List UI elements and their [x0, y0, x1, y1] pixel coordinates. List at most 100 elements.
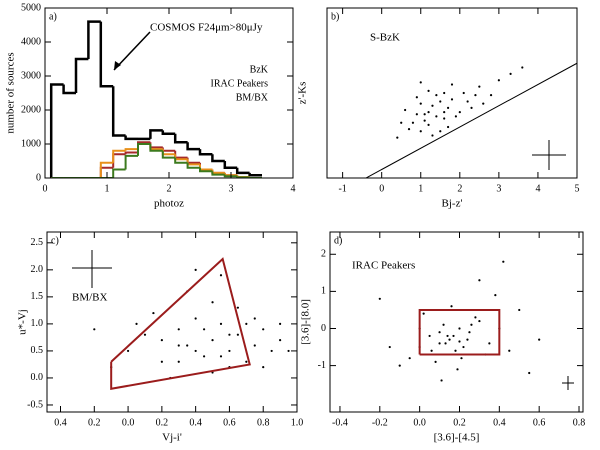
- scatter-point: [443, 91, 446, 95]
- histogram-bin: [112, 153, 126, 168]
- scatter-point: [177, 344, 180, 347]
- scatter-point: [245, 322, 248, 325]
- scatter-point: [489, 94, 493, 97]
- histogram-bin: [199, 167, 213, 173]
- scatter-point: [177, 360, 180, 363]
- panel-label: b): [331, 11, 339, 22]
- histogram-bin: [49, 83, 64, 178]
- y-axis-label: z'-Ks: [297, 82, 309, 105]
- scatter-point: [434, 360, 437, 363]
- scatter-point: [152, 311, 155, 315]
- y-tick-label: 1000: [21, 138, 41, 149]
- histogram-bin: [198, 149, 213, 156]
- scatter-point: [404, 108, 407, 112]
- histogram-bin: [161, 147, 176, 152]
- histogram-bin: [149, 142, 163, 149]
- scatter-point: [228, 333, 231, 336]
- x-tick-label: 4: [535, 183, 540, 194]
- scatter-point: [430, 349, 433, 352]
- plot-area: [93, 257, 290, 390]
- scatter-point: [478, 85, 481, 88]
- x-tick-label: 1: [105, 183, 110, 194]
- x-tick-label: 5: [575, 183, 580, 194]
- x-tick-label: 0.4: [493, 417, 506, 428]
- y-tick-label: 2.5: [31, 237, 44, 248]
- scatter-point: [279, 322, 282, 325]
- scatter-point: [270, 349, 273, 353]
- scatter-point: [438, 342, 441, 345]
- x-tick-label: 0.0: [122, 417, 135, 428]
- y-tick-label: -0.5: [27, 399, 43, 410]
- selection-region: [110, 257, 251, 390]
- panel-label: a): [49, 11, 57, 22]
- y-tick-label: 2.0: [31, 264, 44, 275]
- x-tick-label: -0.4: [332, 417, 348, 428]
- histogram-bin: [186, 157, 200, 164]
- x-axis-label: Vj-i': [162, 432, 182, 444]
- histogram-bin: [87, 20, 101, 59]
- scatter-point: [211, 301, 214, 304]
- scatter-point: [194, 317, 197, 320]
- scatter-point: [411, 121, 415, 124]
- scatter-point: [279, 339, 282, 342]
- scatter-point: [435, 115, 438, 118]
- x-tick-label: 4: [291, 183, 296, 194]
- x-tick-label: 1: [418, 183, 423, 194]
- y-tick-label: 5000: [21, 2, 41, 13]
- scatter-point: [262, 366, 265, 369]
- x-tick-label: 0.8: [573, 417, 586, 428]
- scatter-point: [448, 338, 451, 341]
- scatter-point: [262, 328, 265, 331]
- panel-label: c): [51, 235, 59, 246]
- x-tick-label: 0.4: [54, 417, 67, 428]
- scatter-point: [194, 349, 197, 353]
- scatter-point: [419, 102, 422, 105]
- scatter-point: [474, 94, 477, 97]
- histogram-bin: [124, 148, 138, 151]
- scatter-point: [502, 260, 505, 263]
- histogram-bin: [111, 86, 126, 137]
- legend-entry: BzK: [250, 64, 269, 75]
- histogram-bin: [174, 157, 188, 164]
- histogram-bin: [99, 21, 114, 88]
- scatter-point: [470, 323, 473, 326]
- scatter-point: [450, 83, 454, 86]
- histogram-bin: [62, 84, 76, 95]
- scatter-point: [462, 91, 465, 95]
- selection-region: [418, 308, 501, 356]
- scatter-point: [415, 96, 418, 99]
- scatter-point: [236, 333, 239, 336]
- scatter-point: [538, 338, 541, 341]
- panel-label: d): [334, 235, 342, 246]
- x-axis-label: Bj-z': [442, 198, 463, 210]
- y-axis-label: u*-Vj: [17, 309, 29, 335]
- histogram-bin: [199, 164, 213, 171]
- histogram-bin: [124, 135, 138, 141]
- x-tick-label: 0.2: [88, 417, 101, 428]
- histogram-bin: [149, 144, 163, 152]
- scatter-point: [431, 134, 434, 137]
- histogram-bin: [235, 167, 250, 175]
- scatter-point: [398, 364, 401, 367]
- scatter-point: [93, 328, 96, 331]
- x-tick-label: 0: [379, 183, 384, 194]
- arrow-head: [114, 61, 121, 70]
- scatter-point: [438, 331, 441, 334]
- histogram-bin: [223, 161, 238, 170]
- scatter-point: [378, 297, 381, 300]
- y-tick-label: 3000: [21, 70, 41, 81]
- x-tick-label: 0.6: [533, 417, 546, 428]
- histogram-bin: [236, 176, 250, 178]
- scatter-point: [443, 111, 446, 114]
- annotation-arrow: [113, 31, 151, 71]
- scatter-point: [143, 333, 147, 336]
- scatter-point: [194, 268, 197, 271]
- x-axis-label: photoz: [154, 198, 184, 210]
- scatter-point: [423, 119, 426, 122]
- scatter-point: [160, 360, 163, 363]
- x-tick-label: -0.2: [372, 417, 388, 428]
- x-tick-label: 0.2: [453, 417, 466, 428]
- scatter-point: [462, 345, 465, 349]
- scatter-point: [202, 328, 206, 331]
